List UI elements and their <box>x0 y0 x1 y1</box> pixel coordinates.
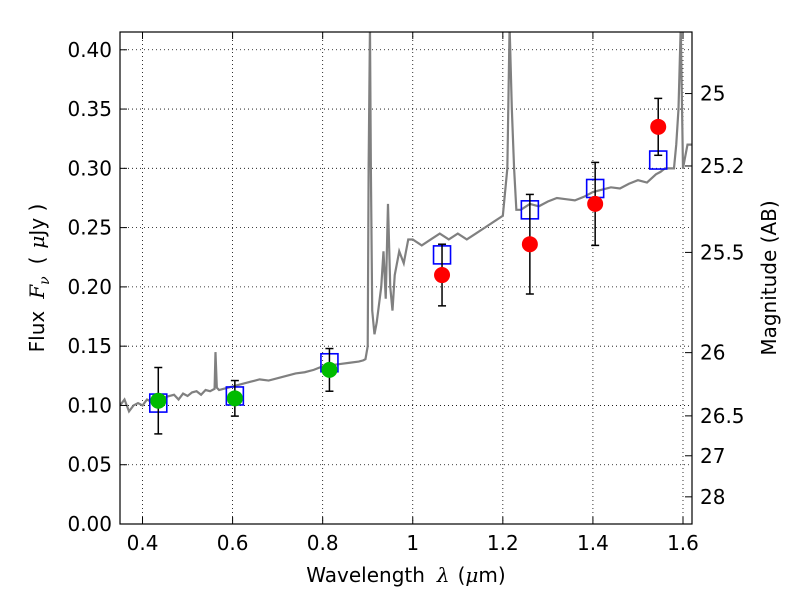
plot-content <box>120 32 692 435</box>
observed-point <box>521 236 538 253</box>
y-tick-label: 0.40 <box>67 38 112 62</box>
observed-point <box>226 390 243 407</box>
y2-axis-ticks: 25 25.2 25.5 26 26.5 27 28 <box>685 82 745 509</box>
y2-tick-label: 25 <box>700 82 725 106</box>
y2-tick-label: 28 <box>700 485 725 509</box>
y-tick-label: 0.05 <box>67 453 112 477</box>
y2-tick-label: 25.2 <box>700 154 745 178</box>
y-tick-label: 0.25 <box>67 216 112 240</box>
y-tick-label: 0.10 <box>67 393 112 417</box>
observed-point <box>321 361 338 378</box>
x-axis-label-prefix: Wavelength <box>306 563 425 587</box>
plot-frame <box>119 31 693 525</box>
y2-tick-label: 27 <box>700 444 725 468</box>
y-axis-label-unit-mu: μ <box>25 236 49 249</box>
x-axis-label-unit-open: ( <box>458 563 466 587</box>
observed-point <box>150 392 167 409</box>
y-axis-label-symbol: F <box>25 284 49 300</box>
y-axis-label-unit-open: ( <box>25 257 49 265</box>
x-axis-label-symbol: λ <box>436 563 450 587</box>
plot-area <box>120 32 692 524</box>
observed-point <box>587 195 604 212</box>
grid-lines <box>120 32 692 524</box>
y-tick-label: 0.00 <box>67 512 112 536</box>
y-axis-label: Flux Fν ( μJy ) <box>25 204 53 353</box>
x-tick-label: 0.6 <box>217 531 249 555</box>
x-axis-label: Wavelength λ (μm) <box>306 563 505 587</box>
x-axis-label-unit-mu: μ <box>465 563 478 587</box>
y-axis-label-subscript: ν <box>37 276 53 285</box>
y2-tick-label: 25.5 <box>700 240 745 264</box>
y-tick-label: 0.30 <box>67 156 112 180</box>
y-tick-label: 0.35 <box>67 97 112 121</box>
y-axis-label-prefix: Flux <box>25 311 49 353</box>
x-tick-label: 1.2 <box>487 531 519 555</box>
y-tick-label: 0.15 <box>67 334 112 358</box>
x-axis-ticks: 0.4 0.6 0.8 1 1.2 1.4 1.6 <box>127 32 699 555</box>
x-tick-label: 1.6 <box>667 531 699 555</box>
y2-tick-label: 26.5 <box>700 404 745 428</box>
y-axis-ticks: 0.00 0.05 0.10 0.15 0.20 0.25 0.30 0.35 0.40 <box>67 38 127 536</box>
y2-axis-label: Magnitude (AB) <box>757 200 781 355</box>
x-tick-label: 0.4 <box>127 531 159 555</box>
x-axis-label-unit-rest: m) <box>478 563 505 587</box>
observed-point <box>650 118 667 135</box>
observed-point <box>434 267 451 284</box>
y2-tick-label: 26 <box>700 341 725 365</box>
y-axis-label-unit-rest: Jy ) <box>25 204 49 238</box>
observed-points <box>150 118 667 409</box>
x-tick-label: 0.8 <box>307 531 339 555</box>
y-tick-label: 0.20 <box>67 275 112 299</box>
model-spectrum-line <box>120 32 692 414</box>
x-tick-label: 1.4 <box>577 531 609 555</box>
x-tick-label: 1 <box>406 531 419 555</box>
